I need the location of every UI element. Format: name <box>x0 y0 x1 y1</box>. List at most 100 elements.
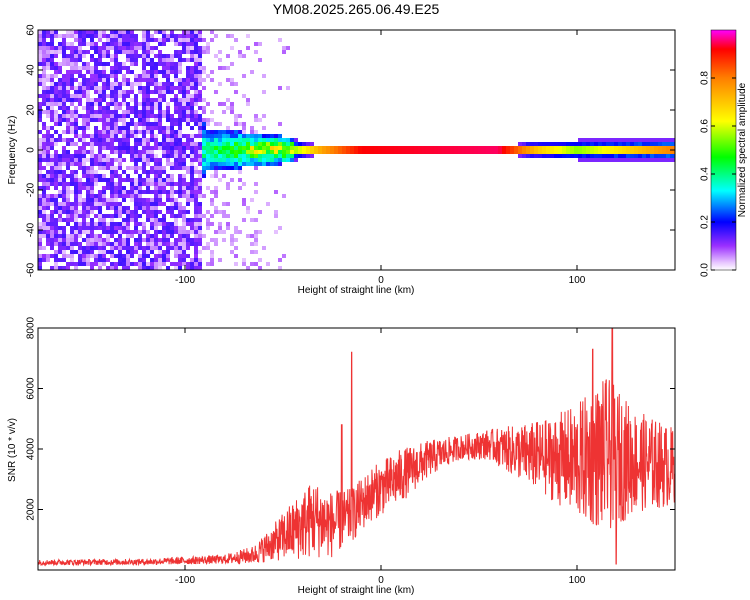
heatmap-cell <box>82 250 86 254</box>
heatmap-cell <box>130 190 134 194</box>
heatmap-cell <box>46 254 50 258</box>
heatmap-cell <box>110 70 114 74</box>
heatmap-cell <box>110 198 114 202</box>
heatmap-cell <box>554 150 558 154</box>
heatmap-cell <box>186 146 190 150</box>
heatmap-cell <box>242 126 246 130</box>
heatmap-cell <box>110 194 114 198</box>
heatmap-cell <box>110 166 114 170</box>
heatmap-cell <box>66 218 70 222</box>
heatmap-cell <box>602 146 606 150</box>
heatmap-cell <box>170 214 174 218</box>
heatmap-cell <box>202 138 206 142</box>
heatmap-cell <box>562 150 566 154</box>
heatmap-cell <box>250 126 254 130</box>
heatmap-cell <box>166 206 170 210</box>
heatmap-cell <box>346 150 350 154</box>
heatmap-cell <box>190 50 194 54</box>
heatmap-cell <box>62 62 66 66</box>
heatmap-cell <box>154 70 158 74</box>
heatmap-cell <box>98 142 102 146</box>
heatmap-cell <box>666 146 670 150</box>
heatmap-cell <box>198 62 202 66</box>
heatmap-cell <box>42 178 46 182</box>
heatmap-cell <box>238 166 242 170</box>
heatmap-cell <box>142 98 146 102</box>
heatmap-cell <box>638 146 642 150</box>
heatmap-cell <box>90 218 94 222</box>
heatmap-cell <box>78 214 82 218</box>
heatmap-cell <box>150 234 154 238</box>
heatmap-cell <box>142 258 146 262</box>
heatmap-cell <box>134 206 138 210</box>
heatmap-cell <box>114 38 118 42</box>
heatmap-cell <box>578 158 582 162</box>
heatmap-cell <box>182 42 186 46</box>
heatmap-cell <box>154 114 158 118</box>
heatmap-cell <box>270 142 274 146</box>
heatmap-cell <box>122 150 126 154</box>
heatmap-cell <box>158 122 162 126</box>
heatmap-cell <box>46 58 50 62</box>
heatmap-cell <box>110 230 114 234</box>
heatmap-cell <box>82 170 86 174</box>
heatmap-cell <box>174 238 178 242</box>
heatmap-cell <box>118 206 122 210</box>
heatmap-cell <box>210 258 214 262</box>
heatmap-cell <box>46 218 50 222</box>
heatmap-cell <box>106 142 110 146</box>
heatmap-cell <box>602 138 606 142</box>
heatmap-cell <box>94 262 98 266</box>
heatmap-cell <box>114 110 118 114</box>
heatmap-cell <box>186 242 190 246</box>
heatmap-cell <box>110 162 114 166</box>
heatmap-cell <box>86 158 90 162</box>
heatmap-cell <box>62 198 66 202</box>
heatmap-cell <box>102 154 106 158</box>
heatmap-cell <box>178 34 182 38</box>
heatmap-cell <box>82 174 86 178</box>
heatmap-cell <box>198 206 202 210</box>
heatmap-cell <box>306 146 310 150</box>
heatmap-cell <box>70 218 74 222</box>
heatmap-cell <box>262 74 266 78</box>
heatmap-cell <box>214 150 218 154</box>
heatmap-cell <box>158 90 162 94</box>
heatmap-cell <box>290 154 294 158</box>
heatmap-cell <box>102 62 106 66</box>
heatmap-cell <box>86 190 90 194</box>
heatmap-cell <box>662 150 666 154</box>
heatmap-cell <box>142 30 146 34</box>
heatmap-cell <box>150 110 154 114</box>
heatmap-cell <box>530 142 534 146</box>
heatmap-cell <box>114 98 118 102</box>
heatmap-cell <box>190 142 194 146</box>
heatmap-cell <box>158 102 162 106</box>
heatmap-cell <box>222 162 226 166</box>
heatmap-cell <box>150 182 154 186</box>
heatmap-cell <box>190 74 194 78</box>
heatmap-cell <box>154 154 158 158</box>
heatmap-cell <box>86 98 90 102</box>
heatmap-cell <box>166 134 170 138</box>
heatmap-cell <box>134 150 138 154</box>
heatmap-cell <box>46 30 50 34</box>
heatmap-cell <box>126 146 130 150</box>
heatmap-cell <box>622 138 626 142</box>
heatmap-cell <box>158 86 162 90</box>
heatmap-cell <box>138 74 142 78</box>
heatmap-cell <box>390 150 394 154</box>
heatmap-cell <box>250 130 254 134</box>
heatmap-cell <box>122 242 126 246</box>
heatmap-cell <box>98 146 102 150</box>
heatmap-cell <box>58 194 62 198</box>
heatmap-cell <box>274 210 278 214</box>
heatmap-cell <box>174 130 178 134</box>
heatmap-cell <box>118 70 122 74</box>
heatmap-cell <box>38 206 42 210</box>
heatmap-cell <box>110 202 114 206</box>
heatmap-cell <box>74 230 78 234</box>
heatmap-cell <box>70 238 74 242</box>
heatmap-cell <box>106 138 110 142</box>
heatmap-cell <box>190 226 194 230</box>
